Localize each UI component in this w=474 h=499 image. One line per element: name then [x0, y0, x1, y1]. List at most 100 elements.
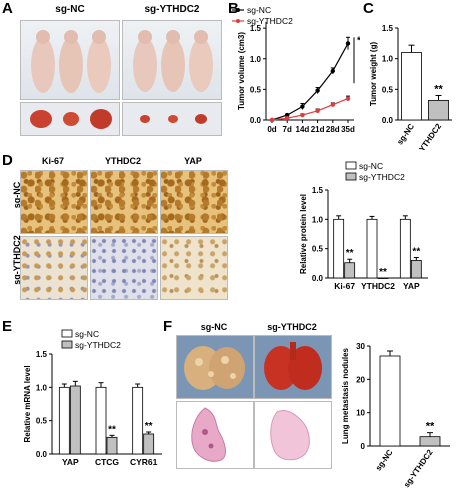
d-bar-0 — [399, 218, 411, 279]
b-data-point-0 — [330, 68, 335, 74]
e-bar-0 — [58, 386, 70, 455]
a-header-nc: sg-NC — [55, 4, 85, 15]
c-x-tick-label: sg-YTHDC2 — [411, 122, 444, 150]
b-data-point-0 — [345, 41, 351, 46]
e-y-tick-label: 0.5 — [36, 417, 48, 426]
e-y-tick-label: 1.0 — [36, 383, 48, 392]
b-x-tick-label: 7d — [283, 125, 292, 134]
mouse-photo-ythdc2 — [122, 20, 222, 100]
c-y-tick-label: 1.5 — [382, 24, 394, 33]
b-x-tick-label: 21d — [311, 125, 325, 134]
d-legend-label-1: sg-YTHDC2 — [359, 172, 405, 182]
b-legend-label-1: sg-YTHDC2 — [247, 16, 293, 26]
panel-label-a: A — [2, 0, 13, 17]
b-y-tick-label: 0.0 — [250, 116, 262, 125]
b-y-tick-label: 1.5 — [250, 24, 262, 33]
ihc-header-yap: YAP — [184, 156, 202, 166]
d-y-tick-label: 0.5 — [312, 245, 324, 254]
e-significance-mark: ** — [108, 424, 116, 435]
ihc-image-ythdc2-ki67 — [20, 236, 88, 300]
b-x-tick-label: 14d — [296, 125, 310, 134]
b-series-line-1 — [271, 98, 349, 121]
lung-photo-nc — [176, 335, 254, 399]
ihc-image-nc-ythdc2 — [90, 170, 158, 234]
e-bar-1 — [106, 436, 118, 455]
b-data-point-1 — [330, 102, 335, 107]
b-data-point-1 — [285, 115, 290, 121]
e-bar-1 — [69, 385, 81, 455]
f-x-tick-label: sg-NC — [374, 448, 395, 473]
c-significance-mark: ** — [434, 83, 443, 95]
d-x-tick-label: YTHDC2 — [361, 281, 395, 291]
he-section-nc — [176, 401, 254, 469]
f-bar-1 — [419, 436, 441, 447]
tumor-weight-chart: 0.0 0.5 1.0 1.5 Tumor weight (g) sg-NC ** sg-YT… — [369, 24, 452, 150]
d-x-tick-label: YAP — [403, 281, 420, 291]
d-bar-0 — [366, 218, 378, 279]
c-y-tick-label: 1.0 — [382, 55, 394, 64]
ihc-image-nc-ki67 — [20, 170, 88, 234]
d-y-axis-label: Relative protein level — [299, 194, 308, 274]
e-legend-label-1: sg-YTHDC2 — [75, 340, 121, 350]
c-bar-0 — [401, 52, 422, 121]
c-y-tick-label: 0.5 — [382, 85, 394, 94]
tumor-photo-nc — [20, 102, 120, 136]
panel-label-e: E — [2, 318, 13, 335]
d-x-tick-label: Ki-67 — [334, 281, 355, 291]
f-y-tick-label: 30 — [356, 342, 365, 351]
f-header-nc: sg-NC — [200, 322, 228, 332]
f-y-tick-label: 10 — [356, 409, 365, 418]
b-y-tick-label: 0.5 — [250, 85, 262, 94]
d-bar-1 — [377, 277, 389, 279]
d-bar-0 — [333, 218, 345, 279]
tumor-volume-chart: 0.0 0.5 1.0 1.5 Tumor volume (cm3) 0d 7d 14d 21d… — [232, 5, 360, 134]
f-x-tick-label: sg-YTHDC2 — [402, 448, 435, 490]
d-legend-label-0: sg-NC — [359, 161, 383, 171]
c-bar-1 — [428, 99, 449, 121]
panel-label-b: B — [228, 0, 239, 17]
f-y-tick-label: 20 — [356, 375, 365, 384]
b-legend-marker-0 — [236, 8, 240, 12]
d-legend-swatch-0 — [345, 161, 357, 170]
f-y-axis-label: Lung metastasis nodules — [341, 347, 350, 444]
d-bar-1 — [344, 262, 356, 279]
b-data-point-0 — [285, 112, 290, 118]
he-section-ythdc2 — [254, 401, 332, 469]
e-legend-swatch-0 — [61, 329, 73, 338]
b-x-tick-label: 28d — [326, 125, 340, 134]
e-y-tick-label: 1.5 — [36, 350, 48, 359]
mouse-photo-nc — [20, 20, 120, 100]
d-y-tick-label: 1.0 — [312, 215, 324, 224]
d-significance-mark: ** — [346, 248, 354, 259]
b-legend-marker-1 — [236, 19, 240, 23]
e-bar-1 — [143, 433, 155, 455]
d-y-tick-label: 0.0 — [312, 274, 324, 283]
b-data-point-1 — [269, 117, 275, 123]
e-x-tick-label: YAP — [62, 457, 79, 467]
b-significance-mark: *** — [357, 35, 360, 46]
ihc-image-ythdc2-yap — [160, 236, 228, 300]
c-y-tick-label: 0.0 — [382, 116, 394, 125]
b-x-tick-label: 0d — [267, 125, 276, 134]
protein-level-chart: 0.0 0.5 1.0 1.5 Relative protein level ** Ki-6… — [299, 161, 428, 291]
e-legend-label-0: sg-NC — [75, 329, 99, 339]
panel-label-c: C — [363, 0, 374, 17]
ihc-image-ythdc2-ythdc2 — [90, 236, 158, 300]
c-x-tick-label: sg-NC — [395, 122, 416, 147]
d-significance-mark: ** — [379, 267, 387, 278]
b-data-point-0 — [315, 88, 320, 93]
e-legend-swatch-1 — [61, 340, 73, 349]
ihc-header-ki67: Ki-67 — [41, 156, 64, 166]
b-series-line-0 — [271, 43, 349, 121]
f-bar-0 — [379, 355, 401, 447]
f-significance-mark: ** — [426, 421, 435, 433]
e-x-tick-label: CTCG — [95, 457, 119, 467]
tumor-photo-ythdc2 — [122, 102, 222, 136]
d-bar-1 — [410, 260, 422, 279]
f-y-tick-label: 0 — [361, 442, 366, 451]
b-data-point-1 — [300, 112, 305, 118]
b-x-tick-label: 35d — [341, 125, 355, 134]
d-legend-swatch-1 — [345, 172, 357, 181]
e-significance-mark: ** — [145, 421, 153, 432]
e-y-axis-label: Relative mRNA level — [23, 365, 32, 442]
